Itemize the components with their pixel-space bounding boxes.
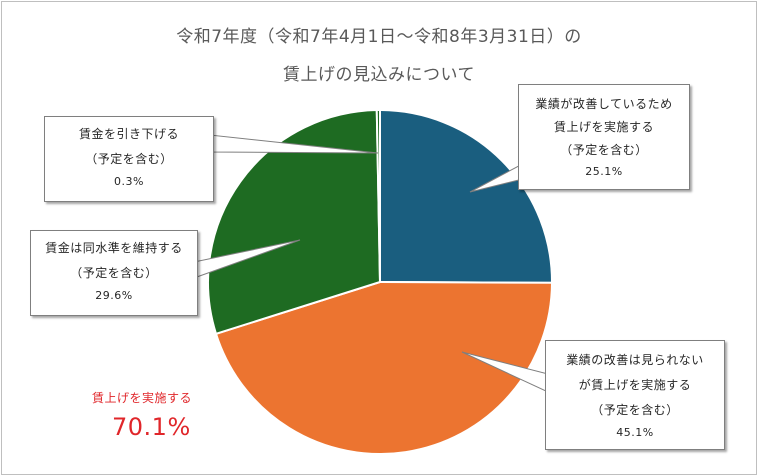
pie-slice-same-level: [207, 109, 382, 336]
callout-line: （予定を含む）: [591, 403, 679, 417]
callout-line: 業績の改善は見られない: [566, 353, 704, 367]
callout-percent: 0.3%: [114, 175, 144, 188]
callout-line: （予定を含む）: [70, 266, 158, 280]
callout-slice-improved: 業績が改善しているため 賃上げを実施する （予定を含む） 25.1%: [518, 84, 690, 190]
summary-value: 70.1%: [112, 413, 191, 441]
callout-percent: 29.6%: [95, 289, 133, 302]
callout-line: 賃上げを実施する: [553, 120, 654, 134]
callout-line: が賃上げを実施する: [578, 378, 692, 392]
callout-line: 賃金は同水準を維持する: [45, 241, 183, 255]
chart-title-line2: 賃上げの見込みについて: [283, 65, 475, 85]
callout-line: （予定を含む）: [560, 143, 648, 157]
callout-percent: 45.1%: [616, 426, 654, 439]
callout-line: 業績が改善しているため: [535, 97, 673, 111]
pie-slice-improved: [379, 108, 553, 284]
callout-slice-not-improved: 業績の改善は見られない が賃上げを実施する （予定を含む） 45.1%: [545, 340, 725, 450]
callout-line: 賃金を引き下げる: [78, 127, 179, 141]
callout-slice-same-level: 賃金は同水準を維持する （予定を含む） 29.6%: [30, 230, 198, 316]
pie-slice-not-improved: [214, 280, 554, 455]
chart-title-line1: 令和7年度（令和7年4月1日～令和8年3月31日）の: [176, 27, 582, 47]
callout-slice-reduce: 賃金を引き下げる （予定を含む） 0.3%: [44, 116, 214, 202]
summary-label: 賃上げを実施する: [92, 391, 193, 405]
callout-percent: 25.1%: [585, 165, 623, 178]
callout-line: （予定を含む）: [85, 152, 173, 166]
